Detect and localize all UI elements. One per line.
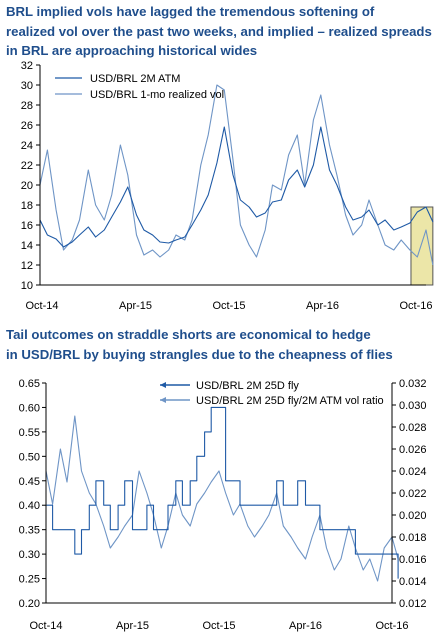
y-tick-label: 26 <box>21 120 33 132</box>
y-tick-label: 10 <box>21 280 33 292</box>
left-y-tick-label: 0.25 <box>19 574 40 586</box>
chart1-title: BRL implied vols have lagged the tremend… <box>6 2 434 61</box>
right-y-tick-label: 0.022 <box>399 488 427 500</box>
legend-label: USD/BRL 2M 25D fly <box>196 380 299 392</box>
x-tick-label: Oct-15 <box>202 620 235 632</box>
chart1-title-line: in BRL are approaching historical wides <box>6 43 258 58</box>
y-tick-label: 24 <box>21 140 33 152</box>
y-tick-label: 16 <box>21 220 33 232</box>
right-y-tick-label: 0.016 <box>399 554 427 566</box>
series-line-dark <box>39 126 434 248</box>
right-y-tick-label: 0.026 <box>399 444 427 456</box>
y-tick-label: 14 <box>21 240 33 252</box>
x-tick-label: Oct-15 <box>212 300 245 312</box>
series-line-dark <box>46 406 399 579</box>
left-y-tick-label: 0.60 <box>19 402 40 414</box>
chart2-title-line: in USD/BRL by buying strangles due to th… <box>6 346 393 362</box>
x-tick-label: Oct-16 <box>375 620 408 632</box>
series-line-light <box>39 84 434 266</box>
y-tick-label: 12 <box>21 260 33 272</box>
left-y-tick-label: 0.65 <box>19 378 40 390</box>
left-y-tick-label: 0.30 <box>19 549 40 561</box>
right-y-tick-label: 0.020 <box>399 510 427 522</box>
left-y-tick-label: 0.40 <box>19 500 40 512</box>
right-y-tick-label: 0.032 <box>399 378 427 390</box>
y-tick-label: 32 <box>21 60 33 72</box>
right-y-tick-label: 0.012 <box>399 598 427 610</box>
x-tick-label: Oct-14 <box>25 300 58 312</box>
y-tick-label: 18 <box>21 200 33 212</box>
x-tick-label: Apr-15 <box>119 300 152 312</box>
chart2-title: Tail outcomes on straddle shorts are eco… <box>6 325 434 364</box>
left-y-tick-label: 0.35 <box>19 525 40 537</box>
legend-label: USD/BRL 1-mo realized vol <box>90 89 224 101</box>
legend-marker <box>160 397 166 403</box>
y-tick-label: 28 <box>21 100 33 112</box>
legend-marker <box>160 382 166 388</box>
x-tick-label: Apr-16 <box>289 620 322 632</box>
left-y-tick-label: 0.20 <box>19 598 40 610</box>
right-y-tick-label: 0.028 <box>399 422 427 434</box>
y-tick-label: 20 <box>21 180 33 192</box>
right-y-tick-label: 0.030 <box>399 400 427 412</box>
right-y-tick-label: 0.018 <box>399 532 427 544</box>
legend-label: USD/BRL 2M 25D fly/2M ATM vol ratio <box>196 395 384 407</box>
x-tick-label: Oct-16 <box>399 300 432 312</box>
right-y-tick-label: 0.024 <box>399 466 427 478</box>
chart1-title-line: BRL implied vols have lagged the tremend… <box>6 4 375 19</box>
series-line-light <box>45 415 399 582</box>
right-y-tick-label: 0.014 <box>399 576 427 588</box>
left-y-tick-label: 0.50 <box>19 451 40 463</box>
left-y-tick-label: 0.55 <box>19 427 40 439</box>
left-y-tick-label: 0.45 <box>19 476 40 488</box>
chart1-title-line: realized vol over the past two weeks, an… <box>6 23 432 39</box>
implied-vs-realized-vol-chart: 10 12 14 16 18 20 22 24 26 28 30 32 Oct-14 Apr-15 Oct-… <box>21 60 434 312</box>
x-tick-label: Apr-15 <box>116 620 149 632</box>
chart2-title-line: Tail outcomes on straddle shorts are eco… <box>6 327 371 342</box>
x-tick-label: Oct-14 <box>29 620 62 632</box>
legend-label: USD/BRL 2M ATM <box>90 73 180 85</box>
x-tick-label: Apr-16 <box>306 300 339 312</box>
y-tick-label: 30 <box>21 80 33 92</box>
y-tick-label: 22 <box>21 160 33 172</box>
